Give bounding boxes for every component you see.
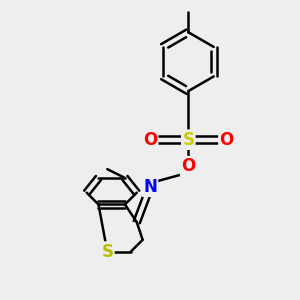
Text: S: S [101,243,113,261]
Text: O: O [143,131,157,149]
Text: O: O [181,157,195,175]
Text: O: O [219,131,234,149]
Text: N: N [143,178,157,196]
Text: S: S [182,131,194,149]
